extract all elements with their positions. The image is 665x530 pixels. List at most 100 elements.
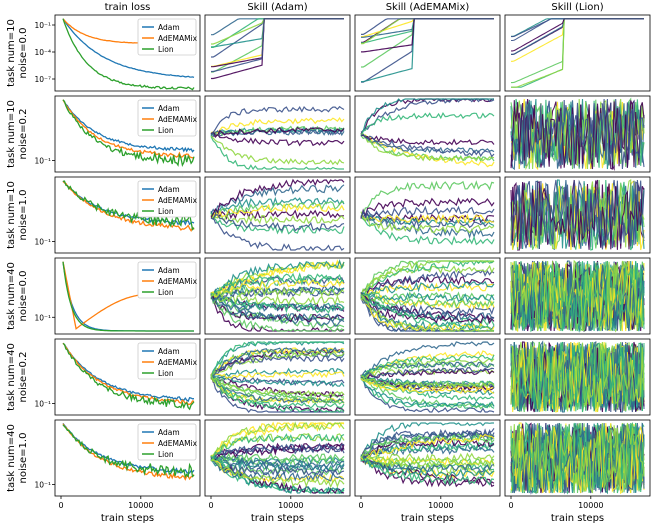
legend-label: Lion (158, 45, 174, 54)
skill-line (361, 18, 494, 53)
skill-line (360, 366, 495, 380)
skill-line (360, 361, 495, 379)
legend-label: AdEMAMix (158, 34, 198, 43)
skill-line (511, 18, 644, 62)
skill-line (210, 196, 345, 216)
loss-line (62, 99, 195, 159)
legend-label: Adam (158, 428, 180, 437)
skill-line (360, 197, 495, 219)
skill-line (210, 178, 345, 218)
legend-label: Lion (158, 207, 174, 216)
legend: Adam AdEMAMix Lion (137, 342, 198, 380)
skill-line (210, 374, 345, 413)
panel-frame (54, 338, 201, 416)
skill-line (360, 350, 495, 378)
panel-frame (354, 257, 501, 335)
legend: Adam AdEMAMix Lion (137, 423, 198, 461)
panel-frame (54, 95, 201, 173)
skill-line (511, 18, 644, 88)
skill-line (360, 455, 495, 472)
skill-line (360, 260, 494, 298)
x-tick-label: 0 (358, 501, 363, 510)
legend-label: AdEMAMix (158, 358, 198, 367)
row-label: task num=40 (6, 262, 17, 330)
skill-line (360, 354, 495, 377)
loss-line (62, 342, 195, 403)
legend-label: Adam (158, 347, 180, 356)
skill-line (210, 208, 345, 220)
skill-line (511, 18, 644, 37)
loss-line (62, 99, 195, 153)
legend: Adam AdEMAMix Lion (137, 180, 198, 218)
column-title: train loss (105, 2, 151, 13)
loss-panel: Adam AdEMAMix Lion 10⁻¹ 10⁻⁴ 10⁻⁷ (34, 14, 201, 92)
skill-line (510, 260, 645, 333)
skill-line (211, 456, 345, 473)
skill-line (210, 105, 345, 136)
x-tick-label: 10000 (278, 501, 303, 510)
skill-line (360, 422, 494, 457)
skill-line (360, 294, 495, 316)
panel-frame (204, 14, 351, 92)
skill-line (210, 278, 345, 298)
skill-line (210, 377, 345, 399)
row-label: noise=0.0 (18, 28, 29, 79)
y-tick-label: 10⁻¹ (34, 238, 51, 247)
x-tick-label: 0 (508, 501, 513, 510)
skill-line (210, 293, 345, 313)
skill-line (210, 374, 345, 398)
skill-panel (204, 95, 351, 173)
row-label: noise=1.0 (18, 433, 29, 484)
skill-line (210, 285, 345, 298)
skill-line (210, 433, 345, 461)
skill-line (360, 378, 495, 395)
panels: Adam AdEMAMix Lion 10⁻¹ 10⁻⁴ 10⁻⁷ Adam AdEMAMix… (34, 14, 651, 497)
legend-label: AdEMAMix (158, 439, 198, 448)
y-tick-label: 10⁻¹ (34, 481, 51, 490)
skill-line (360, 280, 495, 299)
y-tick-label: 10⁻⁷ (34, 75, 51, 84)
skill-line (210, 214, 345, 232)
skill-line (360, 180, 495, 217)
column-titles: train loss Skill (Adam) Skill (AdEMAMix) Sk… (105, 2, 604, 13)
skill-line (210, 458, 345, 489)
panel-frame (204, 419, 351, 497)
skill-line (360, 260, 495, 298)
skill-line (511, 18, 644, 55)
skill-line (360, 275, 495, 297)
loss-panel: Adam AdEMAMix Lion 10⁻¹ (34, 95, 201, 173)
x-axis-label: train steps (101, 513, 154, 524)
skill-line (510, 341, 645, 412)
skill-panel (204, 14, 351, 92)
x-tick-label: 0 (58, 501, 63, 510)
row-label: task num=10 (6, 19, 17, 87)
skill-line (510, 422, 645, 495)
column-title: Skill (Lion) (551, 2, 603, 13)
column-title: Skill (Adam) (247, 2, 307, 13)
skill-line (210, 456, 345, 482)
skill-line (210, 346, 345, 380)
skill-line (360, 428, 495, 460)
skill-line (510, 100, 645, 170)
skill-line (361, 18, 494, 83)
skill-line (511, 18, 644, 88)
panel-frame (54, 257, 201, 335)
panel-frame (204, 176, 351, 254)
skill-line (361, 18, 494, 35)
y-tick-label: 10⁻¹ (34, 21, 51, 30)
loss-panel: Adam AdEMAMix Lion 10⁻¹ (34, 419, 201, 497)
skill-line (361, 18, 494, 38)
skill-line (360, 133, 495, 162)
panel-frame (54, 14, 201, 92)
skill-panel (504, 338, 651, 416)
skill-line (510, 98, 645, 170)
panel-frame (354, 95, 501, 173)
skill-line (360, 111, 495, 137)
panel-frame (204, 338, 351, 416)
skill-line (511, 18, 644, 52)
y-tick-label: 10⁻¹ (34, 400, 51, 409)
legend-label: Lion (158, 126, 174, 135)
skill-line (360, 292, 495, 310)
skill-line (511, 18, 644, 42)
